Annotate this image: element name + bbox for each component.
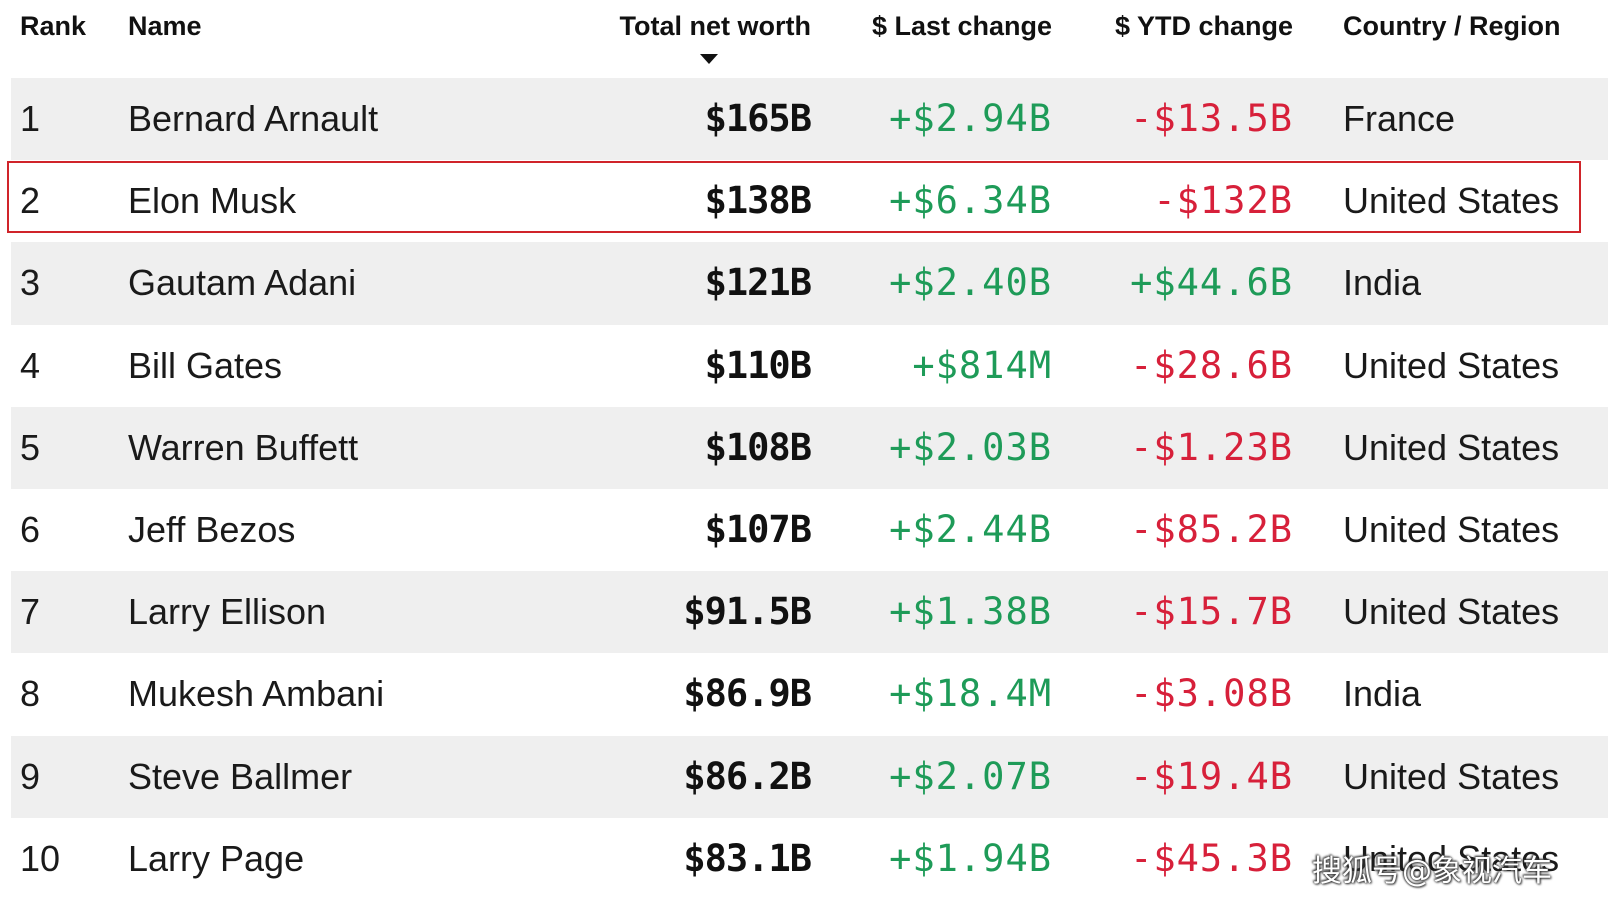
last-change-cell: +$1.94B: [889, 836, 1052, 880]
last-change-cell: +$814M: [912, 343, 1052, 387]
country-cell: United States: [1343, 591, 1560, 633]
rank-cell: 2: [20, 180, 41, 222]
ytd-change-cell: +$44.6B: [1130, 261, 1293, 305]
last-change-cell: +$2.40B: [889, 261, 1052, 305]
rank-cell: 1: [20, 98, 41, 139]
net-worth-cell: $121B: [704, 261, 812, 305]
column-header-rank[interactable]: Rank: [20, 11, 87, 41]
net-worth-cell: $83.1B: [683, 836, 812, 880]
last-change-cell: +$2.03B: [889, 425, 1052, 469]
table-row[interactable]: 4 Bill Gates $110B +$814M -$28.6B United Stat…: [11, 324, 1608, 407]
name-cell[interactable]: Mukesh Ambani: [128, 673, 385, 715]
sort-down-icon[interactable]: [700, 54, 718, 64]
rank-cell: 5: [20, 426, 41, 468]
name-cell[interactable]: Elon Musk: [128, 180, 297, 222]
country-cell: United States: [1343, 426, 1560, 468]
rank-cell: 4: [20, 344, 41, 386]
net-worth-cell: $91.5B: [683, 590, 812, 634]
country-cell: United States: [1343, 755, 1560, 797]
net-worth-cell: $110B: [704, 343, 812, 387]
name-cell[interactable]: Bill Gates: [128, 344, 283, 386]
country-cell: India: [1343, 262, 1422, 304]
ytd-change-cell: -$85.2B: [1130, 507, 1293, 551]
table-row[interactable]: 7 Larry Ellison $91.5B +$1.38B -$15.7B United…: [11, 571, 1608, 654]
country-cell: India: [1343, 673, 1422, 715]
net-worth-cell: $86.9B: [683, 672, 812, 716]
country-cell: United States: [1343, 508, 1560, 550]
country-cell: United States: [1343, 344, 1560, 386]
table-header: Rank Name Total net worth $ Last change …: [0, 0, 1608, 78]
net-worth-cell: $86.2B: [683, 754, 812, 798]
net-worth-cell: $107B: [704, 507, 812, 551]
name-cell[interactable]: Larry Page: [128, 837, 305, 879]
ytd-change-cell: -$132B: [1153, 179, 1293, 223]
net-worth-cell: $138B: [704, 179, 812, 223]
table-row[interactable]: 1 Bernard Arnault $165B +$2.94B -$13.5B Franc…: [11, 78, 1608, 161]
name-cell[interactable]: Larry Ellison: [128, 591, 327, 633]
last-change-cell: +$6.34B: [889, 179, 1052, 223]
last-change-cell: +$2.44B: [889, 507, 1052, 551]
name-cell[interactable]: Jeff Bezos: [128, 508, 296, 550]
ytd-change-cell: -$19.4B: [1130, 754, 1293, 798]
billionaires-table-body: 1 Bernard Arnault $165B +$2.94B -$13.5B Franc…: [11, 78, 1608, 900]
ytd-change-cell: -$15.7B: [1130, 590, 1293, 634]
country-cell: United States: [1343, 180, 1560, 222]
name-cell[interactable]: Bernard Arnault: [128, 98, 379, 139]
column-header-ytd-change[interactable]: $ YTD change: [1114, 11, 1293, 41]
ytd-change-cell: -$1.23B: [1130, 425, 1293, 469]
table-row[interactable]: 2 Elon Musk $138B +$6.34B -$132B United State…: [11, 160, 1608, 243]
column-header-last-change[interactable]: $ Last change: [871, 11, 1052, 41]
table-row[interactable]: 5 Warren Buffett $108B +$2.03B -$1.23B United…: [11, 406, 1608, 489]
country-cell: France: [1343, 98, 1456, 139]
column-header-total-net-worth[interactable]: Total net worth: [619, 11, 811, 41]
rank-cell: 6: [20, 508, 41, 550]
net-worth-cell: $165B: [704, 97, 812, 140]
table-row[interactable]: 6 Jeff Bezos $107B +$2.44B -$85.2B United Sta…: [11, 488, 1608, 572]
last-change-cell: +$2.94B: [889, 97, 1052, 140]
last-change-cell: +$2.07B: [889, 754, 1052, 798]
last-change-cell: +$18.4M: [889, 672, 1052, 716]
watermark: 搜狐号@象视汽车: [1312, 854, 1552, 889]
net-worth-cell: $108B: [704, 425, 812, 469]
name-cell[interactable]: Gautam Adani: [128, 262, 357, 304]
rank-cell: 3: [20, 262, 41, 304]
table-row[interactable]: 9 Steve Ballmer $86.2B +$2.07B -$19.4B United…: [11, 735, 1608, 818]
ytd-change-cell: -$13.5B: [1130, 97, 1293, 140]
table-row[interactable]: 10 Larry Page $83.1B +$1.94B -$45.3B United S…: [11, 817, 1608, 900]
ytd-change-cell: -$28.6B: [1130, 343, 1293, 387]
rank-cell: 9: [20, 755, 41, 797]
name-cell[interactable]: Warren Buffett: [128, 426, 359, 468]
column-header-country-region[interactable]: Country / Region: [1343, 11, 1561, 41]
rank-cell: 8: [20, 673, 41, 715]
column-header-name[interactable]: Name: [128, 11, 202, 41]
ytd-change-cell: -$45.3B: [1130, 836, 1293, 880]
name-cell[interactable]: Steve Ballmer: [128, 755, 353, 797]
ytd-change-cell: -$3.08B: [1130, 672, 1293, 716]
table-row[interactable]: 8 Mukesh Ambani $86.9B +$18.4M -$3.08B India: [11, 653, 1608, 736]
last-change-cell: +$1.38B: [889, 590, 1052, 634]
table-row[interactable]: 3 Gautam Adani $121B +$2.40B +$44.6B India: [11, 242, 1608, 325]
rank-cell: 10: [20, 837, 61, 879]
country-cell: United States: [1343, 837, 1560, 879]
rank-cell: 7: [20, 591, 41, 633]
